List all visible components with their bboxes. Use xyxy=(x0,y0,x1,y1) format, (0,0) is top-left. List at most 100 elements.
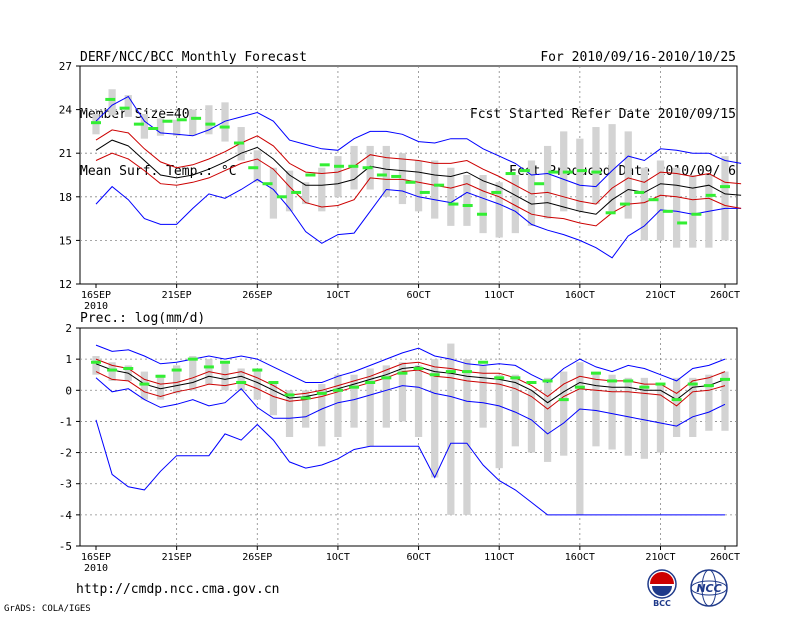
panel2-box xyxy=(237,368,245,391)
panel2-box xyxy=(334,374,342,437)
panel2-box xyxy=(269,384,278,416)
panel1-ytick-label: 27 xyxy=(59,60,72,73)
panel2-box xyxy=(366,368,374,447)
started-date: Fcst Started Refer Date 2010/09/15 xyxy=(469,107,736,122)
panel1-box xyxy=(576,138,584,212)
panel2-box xyxy=(189,356,197,391)
panel1-ytick-label: 15 xyxy=(59,234,72,247)
panel1-box xyxy=(124,95,132,117)
panel1-xtick-label: 16OCT xyxy=(565,290,595,301)
panel2-box xyxy=(495,374,503,469)
panel2-year-label: 2010 xyxy=(84,563,108,574)
panel1-box xyxy=(608,124,616,212)
panel2-frame xyxy=(79,327,738,547)
panel1-box xyxy=(495,182,503,238)
panel1-xtick-label: 21OCT xyxy=(645,290,675,301)
panel1-box xyxy=(656,160,665,241)
panel2-ytick-label: -3 xyxy=(59,478,72,491)
panel1-box xyxy=(382,145,390,197)
panel2-ytick-label: 2 xyxy=(65,322,72,335)
panel2-box xyxy=(592,371,600,447)
panel1-xtick-label: 6OCT xyxy=(407,290,431,301)
header-left: DERF/NCC/BCC Monthly Forecast Member Siz… xyxy=(80,10,307,200)
forecast-period: For 2010/09/16-2010/10/25 xyxy=(540,50,736,65)
panel1-box xyxy=(221,102,229,142)
panel2-ytick-label: 1 xyxy=(65,353,72,366)
panel2-box xyxy=(576,362,584,515)
panel2-box xyxy=(302,390,310,428)
panel1-ytick-label: 24 xyxy=(59,104,73,117)
panel2-box xyxy=(721,371,729,431)
panel2-xtick-label: 16OCT xyxy=(565,552,595,563)
panel1-box xyxy=(672,167,681,248)
panel1-box xyxy=(285,170,294,212)
svg-text:BCC: BCC xyxy=(653,599,671,608)
panel1-box xyxy=(334,156,342,197)
svg-text:NCC: NCC xyxy=(696,582,721,595)
panel1-line-median xyxy=(95,139,742,215)
panel1-box xyxy=(318,167,326,212)
panel1-xtick-label: 26SEP xyxy=(242,290,272,301)
panel2-xtick-label: 6OCT xyxy=(407,552,431,563)
panel2-line-median xyxy=(95,363,726,404)
panel1-box xyxy=(511,175,519,234)
panel1-box xyxy=(479,175,487,234)
panel2-box xyxy=(543,377,552,462)
panel2-box xyxy=(350,374,358,428)
panel1-box xyxy=(398,153,407,205)
panel2-line-min xyxy=(95,377,726,435)
panel1-box xyxy=(624,131,632,219)
panel2-ytick-label: -2 xyxy=(59,447,72,460)
panel2-box xyxy=(479,365,487,428)
panel2-box xyxy=(672,377,681,437)
panel2-box xyxy=(140,371,149,400)
panel2-ytick-label: 0 xyxy=(65,384,72,397)
panel1-line-q75 xyxy=(95,129,742,205)
panel2-box xyxy=(156,374,165,400)
panel2-title: Prec.: log(mm/d) xyxy=(80,311,205,326)
panel2-xtick-label: 26OCT xyxy=(710,552,740,563)
panel2-box xyxy=(608,374,616,450)
panel1-box xyxy=(189,109,197,136)
panel2-box xyxy=(382,365,390,428)
panel2-box xyxy=(656,384,665,453)
panel2-box xyxy=(108,362,116,381)
footer-grads: GrADS: COLA/IGES xyxy=(4,604,91,614)
panel1-box xyxy=(140,113,149,139)
panel1-box xyxy=(431,160,439,219)
panel2-box xyxy=(447,343,455,515)
panel1-frame xyxy=(79,65,738,285)
panel2-xtick-label: 21SEP xyxy=(162,552,192,563)
panel2-box xyxy=(253,368,261,400)
panel1-xtick-label: 26OCT xyxy=(710,290,740,301)
panel2-xtick-label: 16SEP xyxy=(81,552,111,563)
panel2-box xyxy=(398,362,407,422)
panel2-box xyxy=(705,374,713,431)
panel2-box xyxy=(173,365,181,394)
panel2-box xyxy=(640,377,648,459)
panel1-ytick-label: 18 xyxy=(59,191,72,204)
panel1-xtick-label: 16SEP xyxy=(81,290,111,301)
panel2-box xyxy=(689,377,697,437)
variable-label: Mean Surf. Temp.: °C xyxy=(80,164,237,179)
panel1-box xyxy=(108,89,116,116)
panel1-xtick-label: 21SEP xyxy=(162,290,192,301)
panel1-line-min xyxy=(95,95,742,188)
panel2-line-q75 xyxy=(95,358,726,398)
panel1-box xyxy=(302,182,310,205)
panel2-ytick-label: -1 xyxy=(59,415,72,428)
panel2-xtick-label: 21OCT xyxy=(645,552,675,563)
panel1-box xyxy=(269,167,278,219)
bcc-logo: BCC xyxy=(647,569,677,608)
panel2-box xyxy=(463,359,471,515)
panel2-box xyxy=(560,371,568,456)
panel1-box xyxy=(527,160,536,226)
panel1-box xyxy=(721,156,729,241)
panel2-box xyxy=(221,362,229,391)
panel2-xtick-label: 26SEP xyxy=(242,552,272,563)
panel1-ytick-label: 12 xyxy=(59,278,72,291)
panel1-ytick-label: 21 xyxy=(59,147,72,160)
panel2-box xyxy=(318,384,326,447)
panel1-box xyxy=(414,160,423,212)
